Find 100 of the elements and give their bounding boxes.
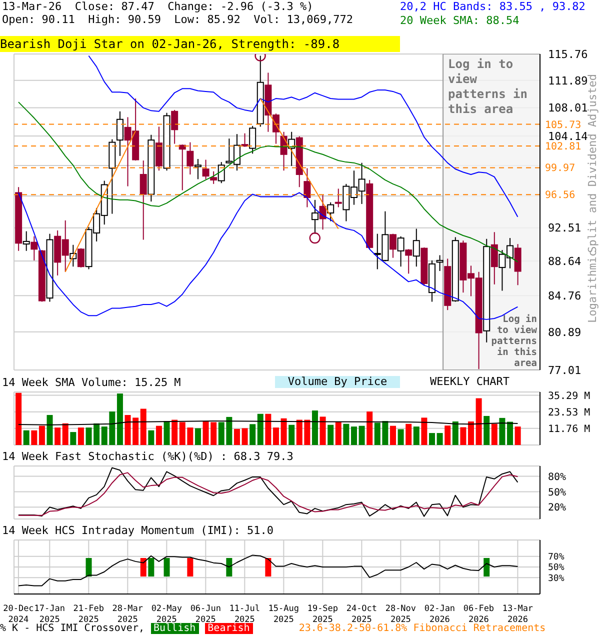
y-tick-label: 35.29 M xyxy=(548,390,590,402)
candlestick xyxy=(155,126,162,172)
bar xyxy=(280,418,287,445)
bar xyxy=(390,426,396,445)
bar xyxy=(257,414,264,445)
bar xyxy=(452,421,458,445)
bar xyxy=(398,429,404,445)
bar xyxy=(413,426,420,445)
text: 20 Week SMA: 88.54 xyxy=(400,14,520,28)
bar xyxy=(460,427,466,445)
candlestick xyxy=(140,160,147,240)
candlestick xyxy=(412,228,420,268)
candlestick xyxy=(405,248,412,274)
x-tick-label: 15-Aug 2025 xyxy=(268,604,300,625)
chart-title: 14 Week Fast Stochastic (%K)(%D) : 68.3 79.3 xyxy=(2,450,294,463)
bar xyxy=(38,426,45,445)
text: WEEKLY CHART xyxy=(430,375,510,388)
candlestick xyxy=(436,254,444,272)
candlestick xyxy=(249,125,256,154)
candlestick xyxy=(334,188,342,208)
bar xyxy=(366,411,373,445)
x-tick-label: 20-Dec 2024 xyxy=(3,604,34,625)
text: Bearish xyxy=(204,623,253,634)
bar xyxy=(343,424,350,445)
bar xyxy=(23,430,30,445)
ref-line-label: 105.73 xyxy=(545,120,582,131)
bar xyxy=(335,422,342,445)
bar xyxy=(421,418,428,445)
candlestick xyxy=(22,230,30,252)
y-tick-label: 80% xyxy=(548,472,566,483)
bar xyxy=(272,428,279,445)
candlestick xyxy=(171,109,178,144)
y-tick-label: 104.14 xyxy=(548,130,588,143)
y-tick-label: 111.89 xyxy=(548,74,588,88)
bar xyxy=(164,421,170,445)
chart-subtitle: Open: 90.11 High: 90.59 Low: 85.92 Vol: 13,069,772 xyxy=(2,13,353,26)
candlestick xyxy=(194,158,202,180)
bar xyxy=(514,426,521,445)
bar xyxy=(116,394,123,445)
bar xyxy=(312,410,318,445)
x-tick-label: 06-Feb 2026 xyxy=(463,604,494,625)
x-tick-label: 28-Nov 2025 xyxy=(385,604,416,625)
band-label: Log in to view patterns in this area xyxy=(448,57,528,116)
x-tick-label: 21-Feb 2025 xyxy=(73,604,104,625)
bar xyxy=(54,428,61,445)
x-tick-label: 02-Jan 2026 xyxy=(424,604,456,625)
ref-line-label: 96.56 xyxy=(545,190,576,202)
x-tick-label: 13-Mar 2026 xyxy=(502,604,534,625)
bar xyxy=(46,414,53,445)
text: Bullish xyxy=(150,623,199,634)
y-tick-label: 108.01 xyxy=(548,102,588,115)
bar xyxy=(358,426,365,445)
legend-title: % K - HCS IMI Crossover, xyxy=(0,623,144,634)
x-tick-label: 17-Jan 2025 xyxy=(34,604,66,625)
candlestick xyxy=(77,248,84,268)
ref-line-label: 102.81 xyxy=(545,142,582,153)
y-tick-label: 115.76 xyxy=(548,48,588,61)
y-tick-label: 20% xyxy=(548,502,566,514)
candlestick xyxy=(311,199,318,234)
y-tick-label: 77.01 xyxy=(548,364,582,377)
x-tick-label: 19-Sep 2025 xyxy=(307,604,338,625)
bar xyxy=(78,428,84,445)
x-tick-label: 28-Mar 2025 xyxy=(112,604,144,625)
line-series xyxy=(18,554,518,586)
x-tick-label: 06-Jun 2025 xyxy=(190,604,222,625)
text: Bearish Doji Star on 02-Jan-26, Strength: -89.8 xyxy=(0,36,400,52)
bar xyxy=(140,408,146,445)
candlestick xyxy=(186,142,194,175)
y-tick-label: 70% xyxy=(548,552,565,563)
x-tick-label: 24-Oct 2025 xyxy=(346,604,378,625)
candlestick xyxy=(202,159,210,180)
bar xyxy=(62,423,68,445)
bar xyxy=(320,416,326,445)
bar xyxy=(265,414,272,445)
candlestick xyxy=(116,110,124,156)
candlestick xyxy=(397,236,404,268)
bar xyxy=(328,424,334,445)
ref-line-label: 99.97 xyxy=(545,163,576,174)
chart-title: 14 Week HCS Intraday Momentum (IMI): 51.0 xyxy=(2,524,274,537)
candlestick xyxy=(490,232,498,285)
bar xyxy=(250,424,256,445)
candlestick xyxy=(304,168,311,208)
y-tick-label: 50% xyxy=(548,563,565,574)
bar xyxy=(288,424,295,445)
bar xyxy=(444,426,451,445)
y-tick-label: 88.64 xyxy=(548,254,582,268)
candlestick xyxy=(210,170,218,184)
bar xyxy=(31,430,38,445)
bar xyxy=(194,428,201,445)
bar xyxy=(156,426,162,445)
bar xyxy=(484,416,490,445)
text: Volume By Price xyxy=(275,375,400,388)
chart-title: 14 Week SMA Volume: 15.25 M xyxy=(2,376,181,389)
y-tick-label: 84.76 xyxy=(548,290,582,303)
y-tick-label: 30% xyxy=(548,574,565,584)
candlestick xyxy=(390,233,396,258)
candlestick xyxy=(514,244,522,286)
y-tick-label: 80.89 xyxy=(548,326,582,339)
annotation: Log in to view patterns in this area xyxy=(491,314,538,369)
y-tick-label: 23.53 M xyxy=(548,407,590,418)
